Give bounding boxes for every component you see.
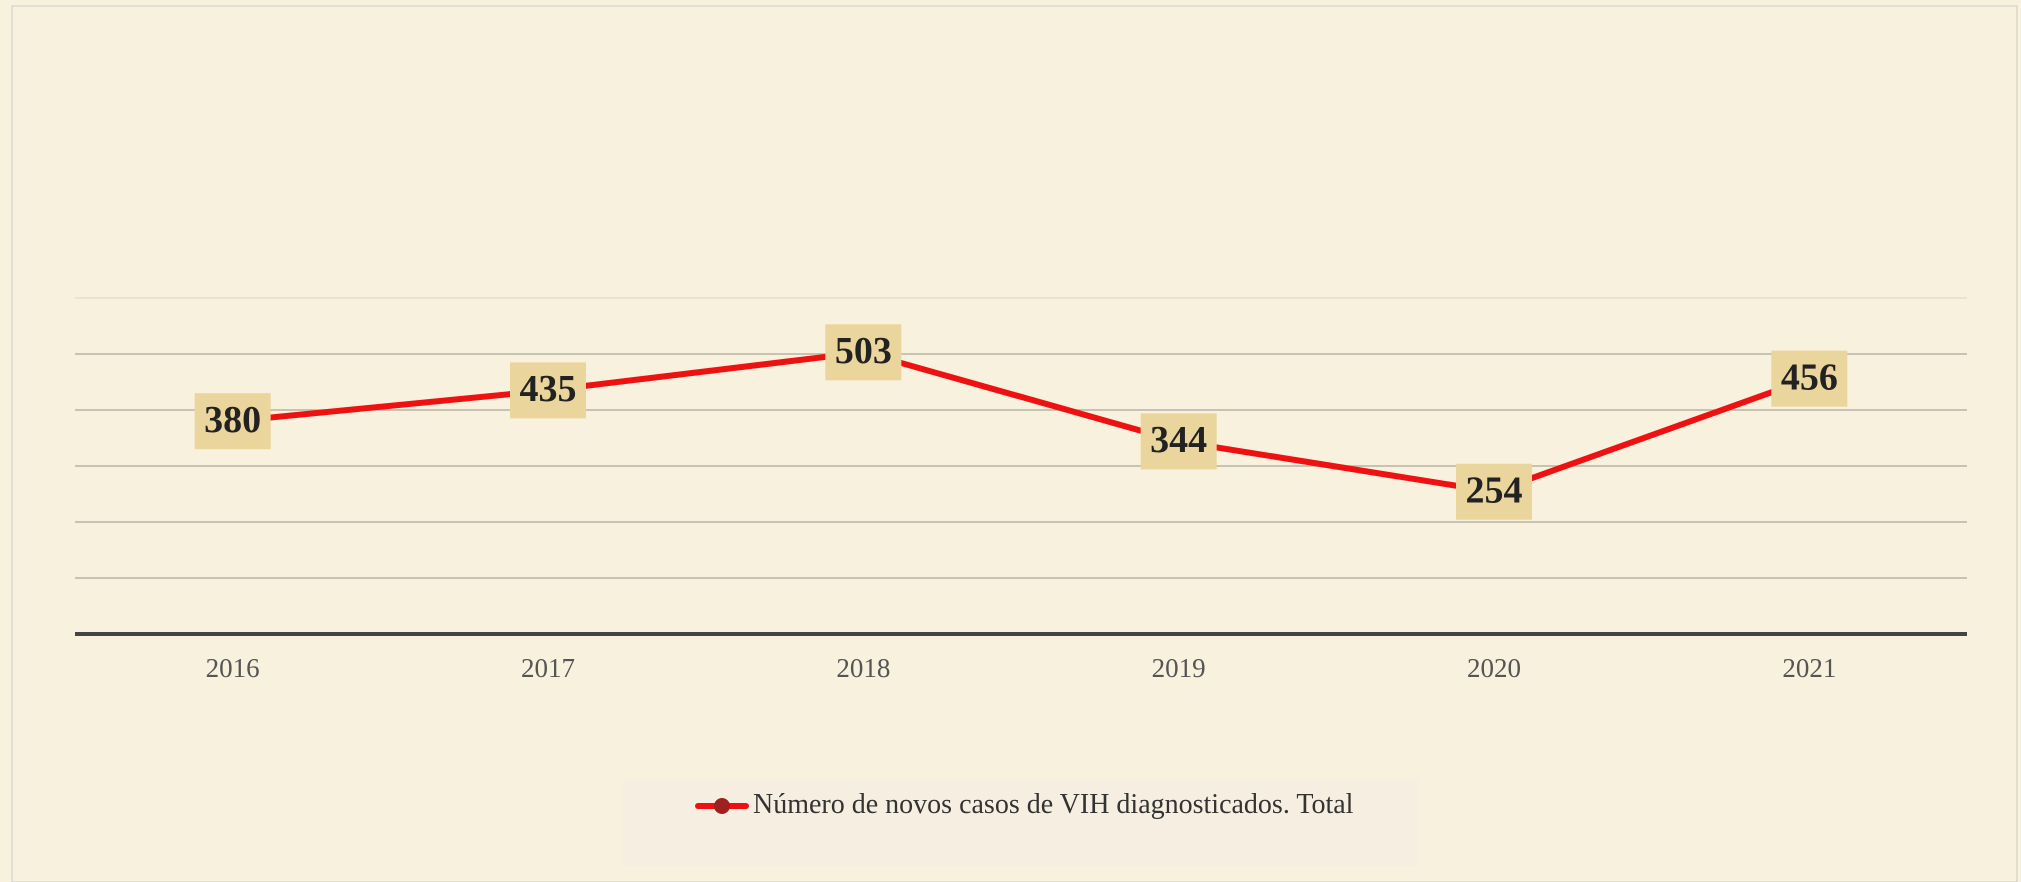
series-line [232, 349, 1811, 495]
data-label: 456 [1781, 356, 1838, 398]
data-label: 503 [835, 330, 892, 372]
data-label-box [510, 362, 586, 419]
x-tick-label: 2019 [1152, 653, 1206, 683]
data-label-box [825, 324, 902, 381]
x-tick-label: 2021 [1782, 653, 1836, 683]
data-label-box [1456, 463, 1532, 520]
legend-label: Número de novos casos de VIH diagnostica… [753, 789, 1354, 820]
legend-marker [714, 798, 730, 814]
data-label: 254 [1466, 469, 1523, 511]
x-tick-label: 2017 [521, 653, 575, 683]
data-label: 380 [204, 399, 261, 441]
data-label-box [1140, 413, 1217, 470]
data-label: 435 [520, 368, 577, 410]
data-label-box [1771, 350, 1848, 407]
legend: Número de novos casos de VIH diagnostica… [623, 780, 1418, 866]
data-label: 344 [1150, 419, 1207, 461]
x-tick-label: 2020 [1467, 653, 1521, 683]
chart-frame [11, 5, 2018, 882]
x-tick-label: 2016 [206, 653, 260, 683]
data-label-box [194, 393, 271, 450]
x-tick-label: 2018 [836, 653, 890, 683]
